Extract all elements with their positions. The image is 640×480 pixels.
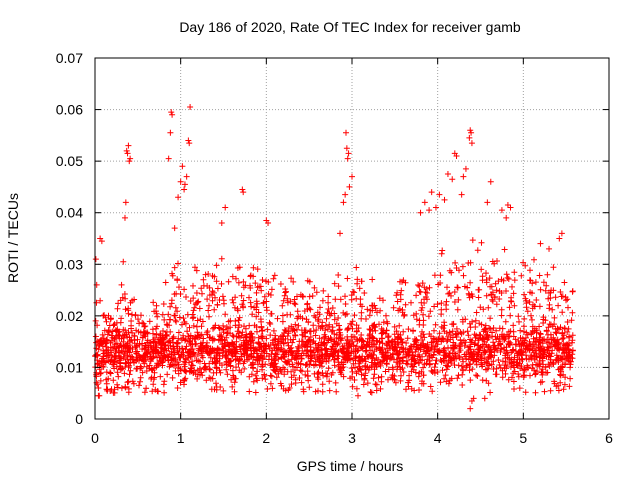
roti-point [240,189,247,196]
roti-point [462,165,469,172]
roti-point [484,199,491,206]
y-tick-label: 0.05 [56,153,83,169]
roti-point [354,392,361,399]
roti-point [537,240,544,247]
x-tick-label: 6 [605,430,613,446]
roti-point [344,155,351,162]
roti-point [349,173,355,180]
y-tick-label: 0.02 [56,308,83,324]
roti-point [181,186,188,193]
roti-point [122,199,129,206]
roti-point [426,207,433,214]
roti-point [96,392,103,399]
roti-point [95,385,102,392]
y-tick-label: 0 [75,411,83,427]
roti-point [342,191,349,198]
roti-point [507,204,514,211]
roti-point [167,129,174,136]
roti-point [120,258,127,265]
roti-point [126,158,133,165]
x-tick-label: 2 [262,430,270,446]
roti-point [185,137,192,144]
roti-point [453,152,460,159]
data-points [92,103,576,412]
y-tick-labels: 0 0.01 0.02 0.03 0.04 0.05 0.06 0.07 [56,50,83,427]
roti-point [222,204,229,211]
roti-point [124,150,131,157]
roti-point [444,171,451,178]
roti-point [175,194,182,201]
roti-point [177,178,184,185]
roti-point [121,214,128,221]
roti-point [181,181,188,188]
roti-point [441,196,448,203]
roti-point [504,201,511,208]
y-tick-label: 0.01 [56,359,83,375]
roti-point [346,183,353,190]
roti-point [417,209,424,216]
roti-point [421,199,428,206]
roti-point [546,245,553,252]
chart-title: Day 186 of 2020, Rate Of TEC Index for r… [179,19,521,35]
roti-point [218,220,225,227]
roti-point [466,134,473,141]
roti-point [556,235,563,242]
roti-point [171,225,178,232]
roti-point [186,140,193,147]
roti-point [468,140,475,147]
roti-point [127,155,134,162]
roti-point [345,150,352,157]
roti-point-cloud [92,237,576,396]
roti-point [165,155,172,162]
roti-point [98,238,105,245]
roti-point [239,186,246,193]
roti-point [467,127,474,134]
roti-point [458,191,465,198]
roti-point [449,176,456,183]
x-tick-labels: 0 1 2 3 4 5 6 [91,430,613,446]
x-tick-label: 4 [434,430,442,446]
roti-point [503,214,510,221]
roti-point [467,405,474,412]
y-tick-label: 0.04 [56,205,83,221]
roti-point [168,109,175,116]
roti-point [265,220,272,227]
roti-point [118,281,125,288]
roti-point [470,395,477,402]
roti-point [343,145,350,152]
x-tick-label: 0 [91,430,99,446]
roti-point [337,230,344,237]
roti-point [340,199,347,206]
y-tick-label: 0.06 [56,102,83,118]
roti-point [460,173,467,180]
y-tick-label: 0.03 [56,256,83,272]
roti-point [183,173,190,180]
x-tick-label: 3 [348,430,356,446]
roti-point [92,256,99,263]
roti-point [432,204,439,211]
roti-point [481,395,488,402]
roti-point [179,163,186,170]
y-axis-title: ROTI / TECUs [5,193,21,283]
roti-point [117,297,124,304]
x-axis-title: GPS time / hours [297,458,404,474]
roti-point [468,129,475,136]
y-tick-label: 0.07 [56,50,83,66]
roti-point [428,189,435,196]
roti-point [187,103,194,110]
roti-point [436,191,443,198]
roti-point [123,147,130,154]
roti-point [558,230,565,237]
roti-point [125,142,132,149]
x-tick-label: 1 [177,430,185,446]
x-tick-label: 5 [519,430,527,446]
roti-point [169,111,176,118]
axis-ticks [94,57,610,420]
roti-point [498,207,505,214]
roti-point [343,129,350,136]
roti-point [487,178,494,185]
